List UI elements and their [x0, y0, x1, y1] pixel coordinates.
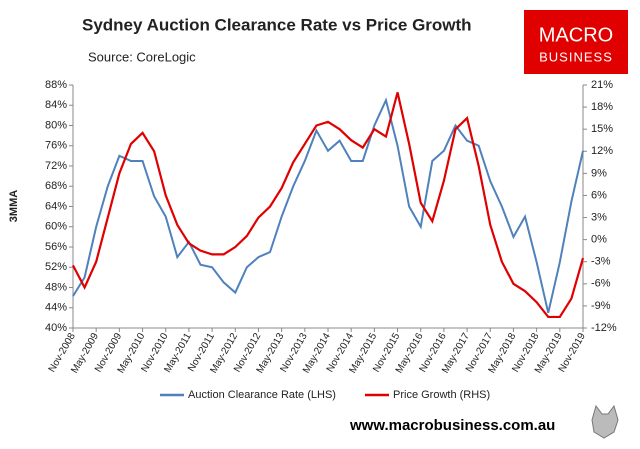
y-tick-label: 88% [45, 79, 67, 91]
y-tick-label: 40% [45, 322, 67, 334]
y-tick-label: 48% [45, 281, 67, 293]
y2-tick-label: -6% [591, 278, 611, 290]
y-axis-label: 3MMA [8, 190, 20, 222]
y2-tick-label: 15% [591, 123, 613, 135]
logo-text: MACRO [539, 24, 613, 46]
y-tick-label: 80% [45, 119, 67, 131]
y-tick-label: 56% [45, 241, 67, 253]
y-tick-label: 64% [45, 200, 67, 212]
series-line [72, 97, 584, 314]
legend-label: Auction Clearance Rate (LHS) [188, 389, 336, 401]
y2-tick-label: 6% [591, 189, 607, 201]
y-tick-label: 76% [45, 140, 67, 152]
y-tick-label: 72% [45, 160, 67, 172]
wolf-icon [591, 404, 619, 439]
series-line [72, 92, 585, 319]
y-tick-label: 68% [45, 180, 67, 192]
y2-tick-label: 21% [591, 79, 613, 91]
y2-tick-label: 12% [591, 145, 613, 157]
footer: www.macrobusiness.com.au [349, 417, 555, 434]
y2-tick-label: 18% [591, 101, 613, 113]
y-tick-label: 52% [45, 261, 67, 273]
logo-box [524, 10, 628, 74]
logo-text: BUSINESS [539, 49, 613, 64]
y2-tick-label: -12% [591, 322, 617, 334]
y2-tick-label: 9% [591, 167, 607, 179]
subtitle: Source: CoreLogic [88, 49, 196, 64]
y2-tick-label: -3% [591, 256, 611, 268]
y-tick-label: 84% [45, 99, 67, 111]
y-tick-label: 60% [45, 221, 67, 233]
y2-tick-label: -9% [591, 300, 611, 312]
chart-title: Sydney Auction Clearance Rate vs Price G… [82, 15, 472, 34]
legend-label: Price Growth (RHS) [393, 389, 490, 401]
y2-tick-label: 3% [591, 211, 607, 223]
y-tick-label: 44% [45, 302, 67, 314]
y2-tick-label: 0% [591, 234, 607, 246]
